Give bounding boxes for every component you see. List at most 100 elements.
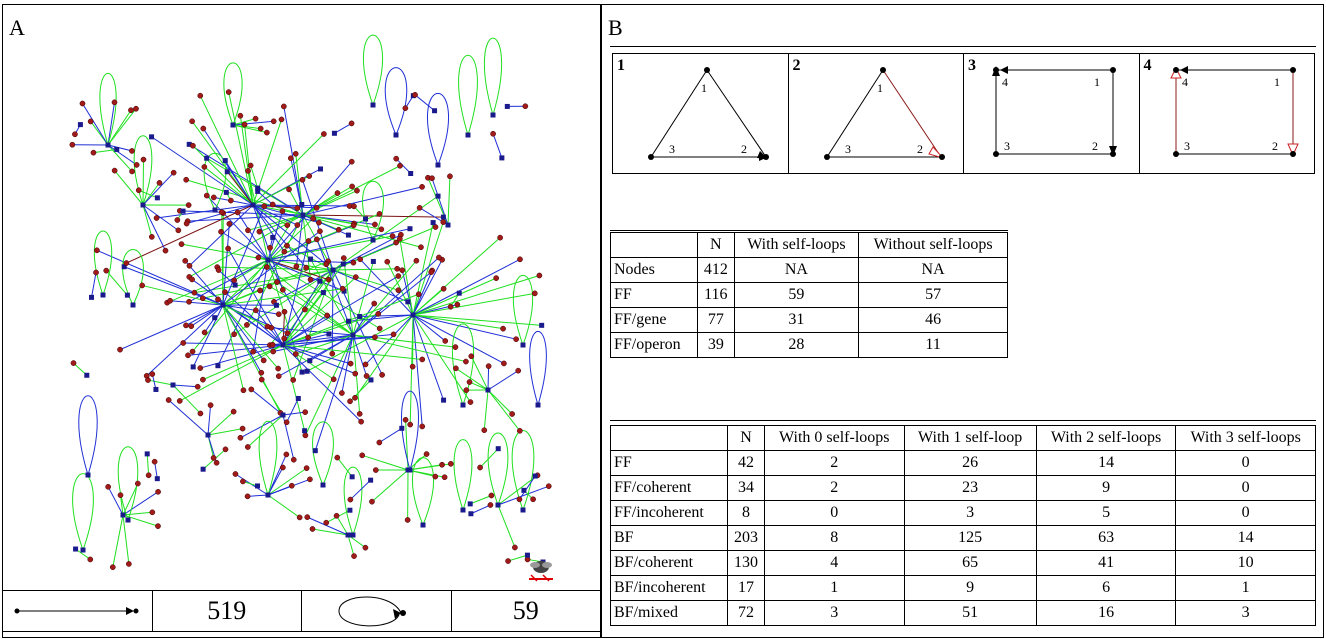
motif-2-diagram: 1 3 2	[823, 67, 945, 160]
table-cell: 116	[697, 282, 735, 308]
fly-logo	[529, 561, 553, 582]
node-label: 4	[1182, 75, 1188, 89]
table-cell: 57	[858, 282, 1008, 308]
panel-b-label: B	[608, 15, 623, 40]
table-cell: BF	[609, 525, 729, 551]
motif-self-loop-table: N With 0 self-loops With 1 self-loop Wit…	[609, 425, 1316, 626]
table-header: With self-loops	[733, 232, 860, 258]
table-cell: 3	[1175, 600, 1316, 626]
table-header-row: N With 0 self-loops With 1 self-loop Wit…	[609, 425, 1316, 451]
network-legend: 519 59	[3, 590, 600, 632]
node-label: 1	[877, 81, 883, 95]
table-row: BF 203 8 125 63 14	[609, 525, 1316, 551]
motif-number: 4	[1143, 57, 1152, 74]
table-cell: 8	[727, 500, 765, 526]
motif-1-diagram: 1 3 2	[648, 67, 769, 161]
table-cell: 9	[1035, 475, 1177, 501]
table-cell: 77	[697, 307, 735, 333]
panel-a: A 519 59	[2, 4, 601, 638]
motif-3-diagram: 4 1 3 2	[992, 66, 1117, 157]
motif-4-diagram: 4 1 3 2	[1169, 66, 1299, 157]
table-cell: 5	[1035, 500, 1177, 526]
node-label: 3	[1004, 139, 1010, 153]
table-cell: 16	[1035, 600, 1177, 626]
table-cell: 23	[903, 475, 1037, 501]
node-label: 2	[741, 142, 747, 156]
table-cell: 2	[763, 450, 905, 476]
table-cell: NA	[858, 257, 1008, 283]
edge-count: 519	[153, 591, 302, 631]
table-cell: FF/incoherent	[609, 500, 729, 526]
table-cell: 10	[1175, 550, 1316, 576]
table-header	[609, 232, 699, 258]
table-row: FF/incoherent 8 0 3 5 0	[609, 500, 1316, 526]
table-cell: 39	[697, 332, 735, 358]
table-cell: 65	[903, 550, 1037, 576]
node-label: 3	[845, 142, 851, 156]
node-label: 1	[1094, 75, 1100, 89]
table-cell: 130	[727, 550, 765, 576]
table-cell: 412	[697, 257, 735, 283]
table-header: With 2 self-loops	[1035, 425, 1177, 451]
table-cell: 63	[1035, 525, 1177, 551]
node-label: 3	[1184, 139, 1190, 153]
table-cell: 125	[903, 525, 1037, 551]
table-header: N	[727, 425, 765, 451]
table-cell: 1	[763, 575, 905, 601]
node-label: 4	[1002, 75, 1008, 89]
table-cell: BF/incoherent	[609, 575, 729, 601]
table-header: With 1 self-loop	[903, 425, 1037, 451]
table-row: FF/coherent 34 2 23 9 0	[609, 475, 1316, 501]
table-cell: Nodes	[609, 257, 699, 283]
table-cell: BF/mixed	[609, 600, 729, 626]
node-label: 1	[701, 81, 707, 95]
table-cell: 42	[727, 450, 765, 476]
table-cell: 51	[903, 600, 1037, 626]
table-cell: 0	[1175, 450, 1316, 476]
table-cell: 8	[763, 525, 905, 551]
table-header: N	[697, 232, 735, 258]
table-row: FF/operon 39 28 11	[609, 332, 1008, 358]
table-cell: 72	[727, 600, 765, 626]
table-row: BF/coherent 130 4 65 41 10	[609, 550, 1316, 576]
panel-a-label: A	[9, 15, 25, 40]
self-loop-summary-table: N With self-loops Without self-loops Nod…	[609, 232, 1008, 358]
edge-legend-symbol	[3, 591, 153, 631]
rule	[610, 420, 1316, 421]
table-header: With 3 self-loops	[1175, 425, 1316, 451]
rule	[610, 230, 1008, 231]
table-cell: FF	[609, 282, 699, 308]
table-cell: 203	[727, 525, 765, 551]
regulatory-network	[69, 34, 552, 571]
motif-4: 4 4 1 3 2	[1140, 54, 1315, 173]
node-label: 2	[917, 142, 923, 156]
table-cell: 17	[727, 575, 765, 601]
table-cell: 31	[733, 307, 860, 333]
node-label: 2	[1092, 139, 1098, 153]
table-cell: FF/operon	[609, 332, 699, 358]
table-cell: 46	[858, 307, 1008, 333]
directed-edge-icon	[14, 607, 139, 615]
rule	[610, 46, 1316, 47]
motif-number: 2	[792, 57, 801, 74]
table-cell: NA	[733, 257, 860, 283]
table-row: FF 116 59 57	[609, 282, 1008, 308]
table-cell: 3	[903, 500, 1037, 526]
node-label: 1	[1274, 75, 1280, 89]
table-header-row: N With self-loops Without self-loops	[609, 232, 1008, 258]
motif-number: 3	[968, 57, 976, 74]
motif-strip: 1 1 3 2 2 1 3 2	[612, 53, 1315, 174]
table-cell: 14	[1175, 525, 1316, 551]
table-cell: BF/coherent	[609, 550, 729, 576]
table-cell: FF/coherent	[609, 475, 729, 501]
table-cell: 0	[1175, 475, 1316, 501]
self-loop-icon	[338, 596, 407, 627]
table-header: With 0 self-loops	[763, 425, 905, 451]
table-cell: 0	[1175, 500, 1316, 526]
table-cell: 6	[1035, 575, 1177, 601]
self-loop-count: 59	[512, 596, 539, 625]
table-row: BF/incoherent 17 1 9 6 1	[609, 575, 1316, 601]
table-cell: 1	[1175, 575, 1316, 601]
table-cell: 14	[1035, 450, 1177, 476]
table-cell: 41	[1035, 550, 1177, 576]
